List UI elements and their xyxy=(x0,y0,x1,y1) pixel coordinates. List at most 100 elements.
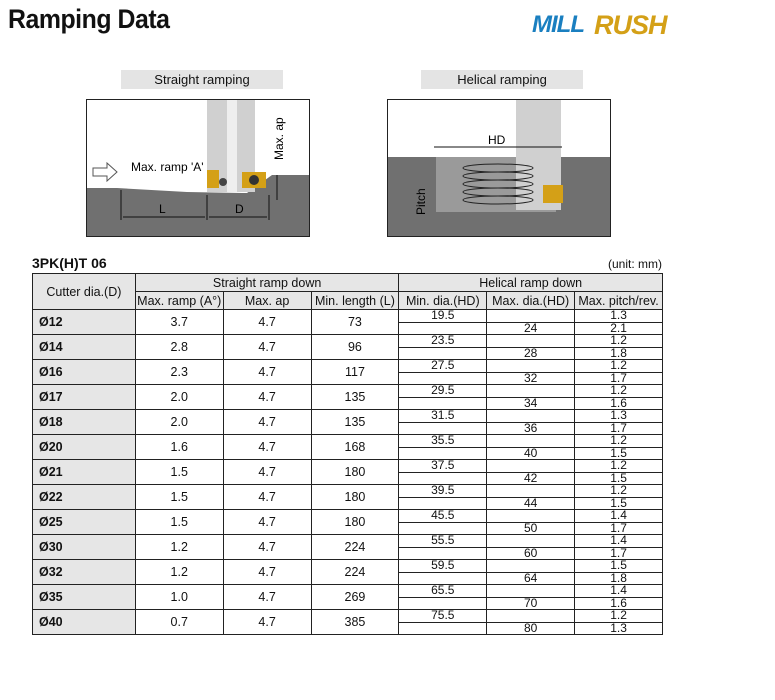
empty xyxy=(487,510,575,523)
helical-ramping-label: Helical ramping xyxy=(421,70,583,89)
max-pitch-cell: 1.2 1.6 xyxy=(574,384,663,410)
max-ap: 4.7 xyxy=(222,534,312,560)
max-pitch-2: 1.7 xyxy=(610,420,627,435)
empty xyxy=(487,335,575,348)
svg-text:MILL: MILL xyxy=(532,11,584,38)
table-row: Ø17 2.0 4.7 135 29.5 34 1.2 1.6 xyxy=(32,384,663,410)
max-pitch-1: 1.2 xyxy=(575,334,662,348)
min-dia: 31.5 xyxy=(399,409,487,423)
max-pitch-2: 1.5 xyxy=(610,495,627,510)
max-ramp: 2.0 xyxy=(134,409,224,435)
max-dia: 32 xyxy=(523,370,538,385)
page-title: Ramping Data xyxy=(8,4,170,34)
max-dia-cell: 28 xyxy=(486,334,576,360)
empty xyxy=(487,585,575,598)
min-dia: 37.5 xyxy=(399,459,487,473)
max-pitch-1: 1.2 xyxy=(575,459,662,473)
svg-text:RUSH: RUSH xyxy=(594,10,668,40)
empty xyxy=(487,310,575,323)
header-max-pitch: Max. pitch/rev. xyxy=(574,291,663,310)
max-dia-cell: 42 xyxy=(486,459,576,485)
min-dia: 75.5 xyxy=(399,609,487,623)
straight-ramping-diagram: Max. ramp 'A' Max. ap L D xyxy=(86,99,310,237)
min-dia-cell: 27.5 xyxy=(398,359,488,385)
max-pitch-cell: 1.2 1.5 xyxy=(574,484,663,510)
max-pitch-cell: 1.4 1.7 xyxy=(574,509,663,535)
max-dia-cell: 64 xyxy=(486,559,576,585)
max-ap: 4.7 xyxy=(222,309,312,335)
max-dia: 50 xyxy=(523,520,538,535)
svg-text:Max. ramp 'A': Max. ramp 'A' xyxy=(131,160,204,174)
cutter-dia: Ø18 xyxy=(32,409,136,435)
min-length: 224 xyxy=(310,559,400,585)
min-dia-cell: 45.5 xyxy=(398,509,488,535)
max-pitch-2: 1.8 xyxy=(610,345,627,360)
min-dia-cell: 31.5 xyxy=(398,409,488,435)
min-dia: 27.5 xyxy=(399,359,487,373)
cutter-dia: Ø35 xyxy=(32,584,136,610)
min-dia: 35.5 xyxy=(399,434,487,448)
max-pitch-2: 1.7 xyxy=(610,370,627,385)
max-ramp: 3.7 xyxy=(134,309,224,335)
min-length: 96 xyxy=(310,334,400,360)
min-length: 269 xyxy=(310,584,400,610)
table-row: Ø32 1.2 4.7 224 59.5 64 1.5 1.8 xyxy=(32,559,663,585)
max-dia: 28 xyxy=(523,345,538,360)
max-ap: 4.7 xyxy=(222,409,312,435)
cutter-dia: Ø17 xyxy=(32,384,136,410)
max-pitch-1: 1.2 xyxy=(575,609,662,623)
table-row: Ø20 1.6 4.7 168 35.5 40 1.2 1.5 xyxy=(32,434,663,460)
max-pitch-cell: 1.3 2.1 xyxy=(574,309,663,335)
min-dia-cell: 37.5 xyxy=(398,459,488,485)
empty xyxy=(487,610,575,623)
min-dia: 65.5 xyxy=(399,584,487,598)
min-dia-cell: 35.5 xyxy=(398,434,488,460)
min-dia-cell: 23.5 xyxy=(398,334,488,360)
min-dia: 55.5 xyxy=(399,534,487,548)
min-dia: 59.5 xyxy=(399,559,487,573)
max-ap: 4.7 xyxy=(222,509,312,535)
header-straight-ramp: Straight ramp down xyxy=(134,273,400,292)
max-ap: 4.7 xyxy=(222,584,312,610)
max-dia: 40 xyxy=(523,445,538,460)
min-length: 180 xyxy=(310,484,400,510)
max-dia-cell: 60 xyxy=(486,534,576,560)
min-dia-cell: 55.5 xyxy=(398,534,488,560)
cutter-dia: Ø25 xyxy=(32,509,136,535)
max-pitch-2: 1.7 xyxy=(610,520,627,535)
max-dia-cell: 34 xyxy=(486,384,576,410)
header-max-dia: Max. dia.(HD) xyxy=(486,291,576,310)
max-dia: 70 xyxy=(523,595,538,610)
table-row: Ø14 2.8 4.7 96 23.5 28 1.2 1.8 xyxy=(32,334,663,360)
max-pitch-cell: 1.3 1.7 xyxy=(574,409,663,435)
table-row: Ø25 1.5 4.7 180 45.5 50 1.4 1.7 xyxy=(32,509,663,535)
svg-text:Pitch: Pitch xyxy=(414,188,428,215)
min-length: 224 xyxy=(310,534,400,560)
empty xyxy=(487,535,575,548)
max-pitch-2: 1.5 xyxy=(610,445,627,460)
min-length: 385 xyxy=(310,609,400,635)
max-pitch-2: 1.3 xyxy=(610,620,627,635)
min-length: 117 xyxy=(310,359,400,385)
max-dia-cell: 70 xyxy=(486,584,576,610)
max-dia: 44 xyxy=(523,495,538,510)
max-pitch-cell: 1.2 1.3 xyxy=(574,609,663,635)
min-length: 180 xyxy=(310,509,400,535)
cutter-dia: Ø32 xyxy=(32,559,136,585)
helical-ramping-diagram: HD Pitch xyxy=(387,99,611,237)
max-pitch-cell: 1.2 1.8 xyxy=(574,334,663,360)
max-pitch-cell: 1.2 1.5 xyxy=(574,434,663,460)
max-pitch-1: 1.5 xyxy=(575,559,662,573)
max-pitch-2: 1.6 xyxy=(610,395,627,410)
empty xyxy=(487,460,575,473)
max-pitch-1: 1.3 xyxy=(575,409,662,423)
min-dia: 29.5 xyxy=(399,384,487,398)
min-dia-cell: 39.5 xyxy=(398,484,488,510)
max-pitch-2: 1.8 xyxy=(610,570,627,585)
max-pitch-1: 1.2 xyxy=(575,359,662,373)
max-pitch-cell: 1.4 1.7 xyxy=(574,534,663,560)
max-dia: 42 xyxy=(523,470,538,485)
min-dia: 19.5 xyxy=(399,309,487,323)
max-pitch-1: 1.2 xyxy=(575,384,662,398)
empty xyxy=(487,560,575,573)
